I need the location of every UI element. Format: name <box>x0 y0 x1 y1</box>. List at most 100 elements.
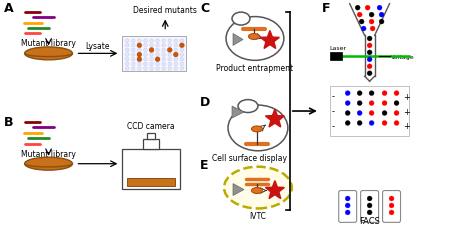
Circle shape <box>394 121 399 126</box>
Circle shape <box>345 121 350 126</box>
Ellipse shape <box>25 158 73 170</box>
Circle shape <box>150 44 153 48</box>
Circle shape <box>131 44 135 48</box>
Ellipse shape <box>252 188 263 194</box>
Circle shape <box>365 6 370 11</box>
Circle shape <box>367 203 372 208</box>
Text: E: E <box>200 158 209 171</box>
Circle shape <box>162 63 165 66</box>
Circle shape <box>131 58 135 62</box>
Circle shape <box>367 210 372 215</box>
Bar <box>122 149 180 189</box>
Circle shape <box>168 54 172 57</box>
Ellipse shape <box>25 48 73 61</box>
Circle shape <box>168 58 172 62</box>
Circle shape <box>180 63 183 66</box>
Polygon shape <box>233 184 244 196</box>
Circle shape <box>150 54 153 57</box>
Circle shape <box>126 54 129 57</box>
Bar <box>330 53 342 61</box>
Polygon shape <box>233 34 243 46</box>
Text: -: - <box>331 107 334 116</box>
Circle shape <box>180 44 183 48</box>
Circle shape <box>369 20 374 25</box>
Circle shape <box>144 67 147 71</box>
Circle shape <box>174 49 178 52</box>
Circle shape <box>369 101 374 106</box>
Circle shape <box>345 203 350 208</box>
Circle shape <box>357 111 362 116</box>
Circle shape <box>355 6 360 11</box>
Circle shape <box>137 58 142 62</box>
Circle shape <box>369 121 374 126</box>
Circle shape <box>382 111 387 116</box>
Circle shape <box>144 44 147 48</box>
Circle shape <box>131 67 135 71</box>
Circle shape <box>168 40 172 43</box>
Circle shape <box>357 121 362 126</box>
Text: Laser: Laser <box>330 46 347 51</box>
Circle shape <box>382 91 387 96</box>
Circle shape <box>359 20 364 25</box>
Circle shape <box>394 101 399 106</box>
Circle shape <box>168 49 172 52</box>
Circle shape <box>174 54 178 57</box>
Text: F: F <box>322 2 330 15</box>
Circle shape <box>162 44 165 48</box>
Circle shape <box>389 196 394 201</box>
Circle shape <box>156 49 159 52</box>
FancyBboxPatch shape <box>383 191 401 222</box>
Circle shape <box>126 44 129 48</box>
Circle shape <box>149 49 154 53</box>
Text: C: C <box>200 2 209 15</box>
Circle shape <box>180 54 183 57</box>
Circle shape <box>379 13 384 18</box>
Circle shape <box>382 101 387 106</box>
Circle shape <box>144 49 147 52</box>
Circle shape <box>379 20 384 25</box>
Circle shape <box>137 49 141 52</box>
Circle shape <box>162 54 165 57</box>
Ellipse shape <box>228 106 288 151</box>
Text: Product entrapment: Product entrapment <box>217 64 293 73</box>
Circle shape <box>357 91 362 96</box>
Text: -: - <box>331 122 334 131</box>
Circle shape <box>150 67 153 71</box>
Circle shape <box>382 121 387 126</box>
Circle shape <box>180 44 184 49</box>
Circle shape <box>150 49 153 52</box>
Circle shape <box>361 27 366 32</box>
Circle shape <box>367 51 372 56</box>
Bar <box>128 178 175 186</box>
Circle shape <box>137 44 142 49</box>
Circle shape <box>155 58 160 62</box>
Text: IVTC: IVTC <box>249 212 266 220</box>
Circle shape <box>126 58 129 62</box>
Circle shape <box>156 63 159 66</box>
Ellipse shape <box>226 18 284 61</box>
Circle shape <box>156 40 159 43</box>
Polygon shape <box>260 31 279 49</box>
Circle shape <box>150 63 153 66</box>
Circle shape <box>367 58 372 63</box>
Bar <box>143 139 159 149</box>
Text: D: D <box>200 96 210 109</box>
Circle shape <box>174 44 178 48</box>
Circle shape <box>156 54 159 57</box>
Text: Voltage: Voltage <box>391 55 414 60</box>
Circle shape <box>367 71 372 76</box>
Circle shape <box>394 111 399 116</box>
Text: +: + <box>403 92 410 101</box>
Text: A: A <box>4 2 13 15</box>
Circle shape <box>174 40 178 43</box>
Circle shape <box>345 210 350 215</box>
Text: Cell surface display: Cell surface display <box>212 153 287 162</box>
Circle shape <box>174 63 178 66</box>
Circle shape <box>126 49 129 52</box>
Circle shape <box>144 58 147 62</box>
Circle shape <box>367 196 372 201</box>
FancyBboxPatch shape <box>361 191 379 222</box>
Text: FACS: FACS <box>359 216 380 225</box>
Circle shape <box>156 44 159 48</box>
Circle shape <box>167 49 172 53</box>
